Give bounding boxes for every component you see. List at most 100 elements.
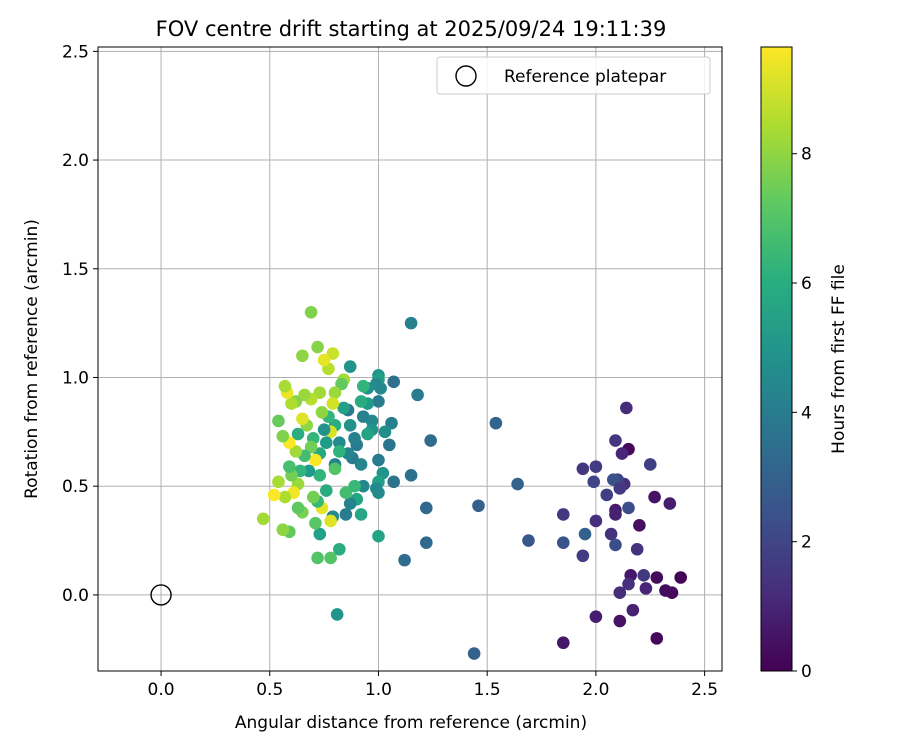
data-point: [372, 395, 385, 408]
data-point: [343, 419, 357, 432]
colorbar-tick-label: 8: [801, 145, 812, 165]
data-point: [306, 490, 320, 504]
data-point: [609, 434, 622, 447]
data-point: [387, 375, 400, 389]
data-points: [256, 305, 687, 660]
data-point: [328, 462, 342, 476]
data-point: [613, 614, 627, 628]
data-point: [424, 434, 437, 447]
y-tick-label: 2.0: [62, 151, 89, 171]
data-point: [404, 469, 418, 482]
plot-frame: [97, 46, 723, 672]
data-point: [328, 386, 342, 400]
data-point: [626, 603, 640, 617]
data-point: [378, 425, 392, 439]
data-point: [298, 388, 311, 402]
x-tick-label: 1.0: [365, 680, 392, 700]
data-point: [348, 432, 361, 445]
data-point: [398, 553, 411, 567]
data-point: [289, 445, 303, 458]
data-point: [633, 519, 646, 532]
data-point: [324, 551, 337, 565]
data-point: [333, 445, 346, 458]
data-point: [589, 460, 603, 473]
data-point: [356, 410, 370, 423]
colorbar-tick-label: 2: [801, 533, 812, 553]
data-point: [339, 508, 353, 521]
data-point: [650, 632, 664, 645]
data-point: [609, 538, 622, 552]
data-point: [309, 516, 322, 530]
data-point: [276, 523, 290, 536]
colorbar-label: Hours from first FF file: [829, 264, 849, 454]
data-point: [356, 379, 370, 393]
data-point: [354, 458, 368, 471]
legend-label: Reference platepar: [504, 67, 666, 87]
data-point: [383, 438, 396, 452]
data-point: [489, 416, 503, 430]
data-point: [674, 571, 687, 584]
data-point: [311, 340, 324, 354]
colorbar: 0 2 4 6 8 Hours from first FF file: [760, 46, 849, 682]
data-point: [304, 440, 318, 454]
data-point: [620, 401, 633, 415]
data-point: [324, 514, 337, 528]
data-point: [304, 305, 318, 319]
data-point: [343, 360, 357, 373]
x-tick-label: 2.5: [691, 680, 718, 700]
data-point: [420, 501, 433, 515]
data-point: [630, 542, 644, 556]
data-point: [313, 386, 327, 400]
y-tick-label: 2.5: [62, 42, 89, 62]
data-point: [343, 497, 357, 510]
data-point: [309, 453, 322, 467]
data-point: [315, 405, 329, 419]
data-point: [600, 488, 614, 502]
data-point: [302, 464, 316, 478]
data-point: [589, 514, 603, 528]
data-point: [648, 490, 661, 504]
data-point: [333, 436, 346, 450]
y-tick-label: 1.5: [62, 260, 89, 280]
data-point: [613, 586, 627, 600]
data-point: [296, 412, 309, 426]
data-point: [622, 577, 635, 591]
data-point: [420, 536, 433, 550]
legend-box: [436, 56, 711, 95]
data-point: [339, 486, 353, 500]
data-point: [587, 475, 601, 489]
legend: Reference platepar: [436, 56, 711, 95]
data-point: [372, 453, 385, 467]
data-point: [291, 427, 305, 441]
data-point: [609, 508, 622, 521]
data-point: [385, 416, 398, 430]
data-point: [637, 569, 651, 582]
data-point: [319, 484, 333, 497]
data-point: [326, 347, 340, 360]
data-point: [272, 414, 285, 428]
x-tick-label: 0.5: [256, 680, 283, 700]
gridlines: [98, 47, 722, 671]
colorbar-tick-label: 4: [801, 403, 812, 423]
data-point: [556, 636, 570, 650]
data-point: [361, 427, 374, 441]
data-point: [613, 482, 627, 495]
data-point: [291, 501, 305, 515]
data-point: [326, 397, 340, 410]
data-point: [511, 477, 524, 491]
data-point: [276, 429, 290, 443]
data-point: [285, 397, 298, 410]
data-point: [313, 469, 327, 482]
data-point: [337, 401, 350, 415]
data-point: [272, 475, 285, 489]
data-point: [622, 501, 635, 515]
data-point: [330, 608, 344, 621]
data-point: [643, 458, 657, 471]
data-point: [372, 529, 385, 543]
data-point: [639, 582, 653, 595]
colorbar-gradient: [760, 46, 793, 672]
y-axis-ticks: 0.0 0.5 1.0 1.5 2.0 2.5: [62, 42, 98, 606]
y-tick-label: 0.5: [62, 477, 89, 497]
data-point: [319, 436, 333, 450]
y-axis-label: Rotation from reference (arcmin): [22, 219, 42, 499]
